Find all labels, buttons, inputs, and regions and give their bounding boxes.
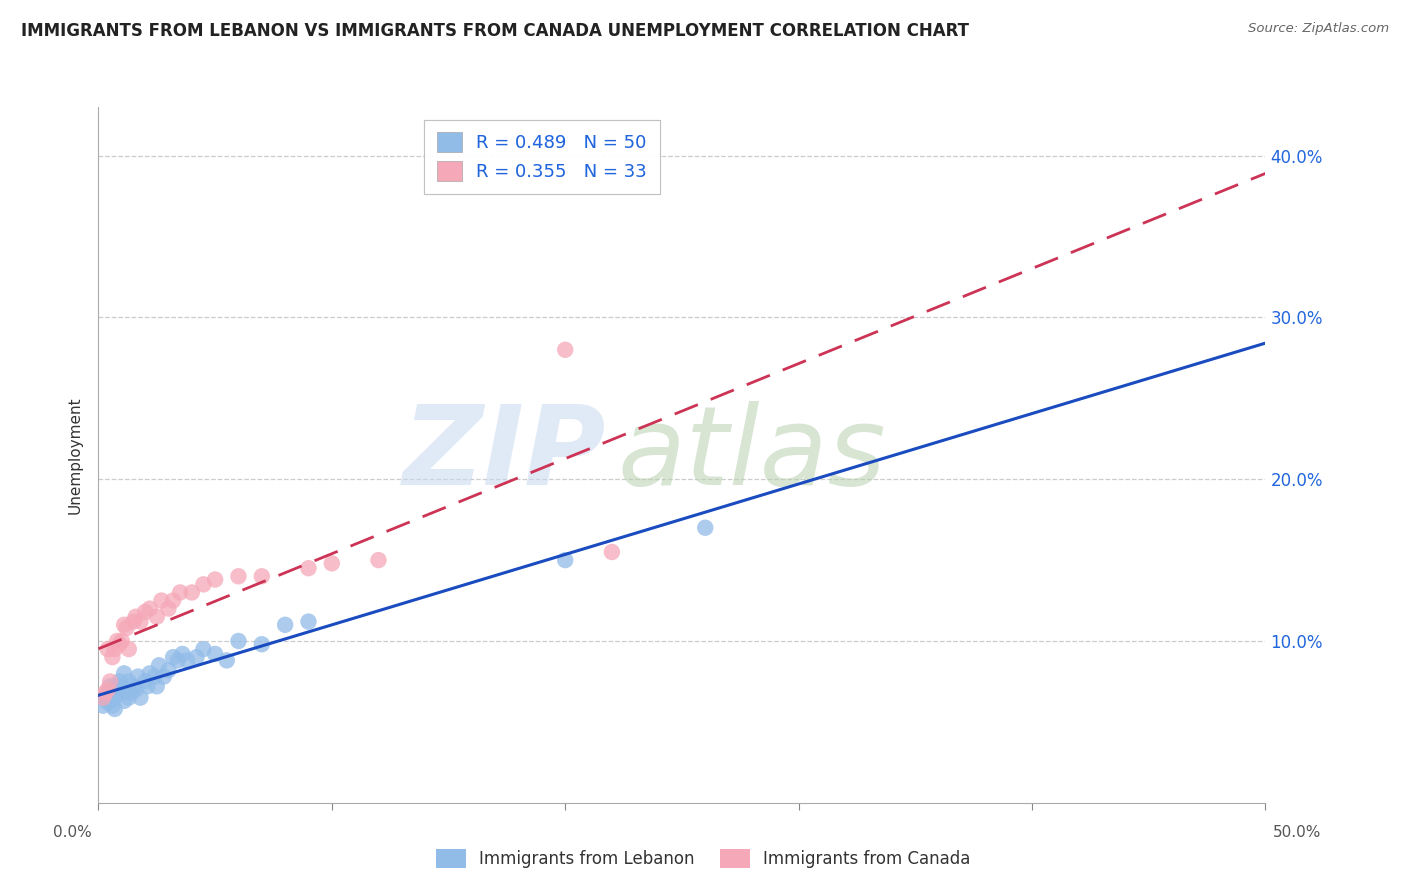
Point bbox=[111, 679, 134, 693]
Point bbox=[139, 601, 162, 615]
Point bbox=[367, 553, 389, 567]
Point bbox=[554, 553, 576, 567]
Point bbox=[108, 674, 131, 689]
Text: ZIP: ZIP bbox=[402, 401, 606, 508]
Point bbox=[695, 521, 717, 535]
Point bbox=[186, 650, 208, 665]
Point bbox=[108, 637, 131, 651]
Point bbox=[98, 686, 121, 700]
Text: Source: ZipAtlas.com: Source: ZipAtlas.com bbox=[1249, 22, 1389, 36]
Point bbox=[104, 702, 127, 716]
Point bbox=[148, 658, 170, 673]
Point bbox=[146, 679, 169, 693]
Point bbox=[162, 650, 184, 665]
Text: 0.0%: 0.0% bbox=[52, 825, 91, 840]
Point bbox=[215, 653, 238, 667]
Point bbox=[101, 690, 124, 705]
Point bbox=[104, 642, 127, 657]
Point bbox=[111, 686, 134, 700]
Point bbox=[112, 694, 135, 708]
Point bbox=[193, 577, 215, 591]
Point bbox=[125, 682, 148, 697]
Point bbox=[297, 615, 319, 629]
Point bbox=[176, 653, 198, 667]
Point bbox=[600, 545, 623, 559]
Point bbox=[250, 569, 273, 583]
Point bbox=[297, 561, 319, 575]
Point bbox=[250, 637, 273, 651]
Point bbox=[274, 617, 297, 632]
Point bbox=[146, 609, 169, 624]
Point bbox=[157, 601, 180, 615]
Point bbox=[115, 682, 138, 697]
Point bbox=[118, 642, 141, 657]
Point bbox=[204, 647, 226, 661]
Point bbox=[118, 690, 141, 705]
Point bbox=[98, 679, 121, 693]
Point bbox=[112, 617, 135, 632]
Text: 50.0%: 50.0% bbox=[1272, 825, 1320, 840]
Point bbox=[134, 674, 156, 689]
Point bbox=[180, 585, 202, 599]
Point bbox=[105, 682, 128, 697]
Point bbox=[150, 593, 173, 607]
Point bbox=[127, 670, 149, 684]
Point bbox=[97, 686, 120, 700]
Point bbox=[94, 690, 117, 705]
Legend: R = 0.489   N = 50, R = 0.355   N = 33: R = 0.489 N = 50, R = 0.355 N = 33 bbox=[425, 120, 659, 194]
Point bbox=[94, 686, 117, 700]
Point bbox=[101, 698, 124, 713]
Point bbox=[172, 647, 194, 661]
Point bbox=[143, 670, 166, 684]
Point bbox=[139, 666, 162, 681]
Point bbox=[91, 690, 114, 705]
Point bbox=[321, 557, 343, 571]
Point bbox=[157, 663, 180, 677]
Point bbox=[97, 642, 120, 657]
Point bbox=[129, 690, 152, 705]
Point bbox=[554, 343, 576, 357]
Point bbox=[129, 615, 152, 629]
Point bbox=[97, 682, 120, 697]
Y-axis label: Unemployment: Unemployment bbox=[67, 396, 83, 514]
Point bbox=[105, 634, 128, 648]
Point bbox=[136, 679, 159, 693]
Point bbox=[120, 686, 142, 700]
Point bbox=[204, 573, 226, 587]
Text: atlas: atlas bbox=[617, 401, 886, 508]
Point bbox=[162, 593, 184, 607]
Point bbox=[166, 653, 188, 667]
Point bbox=[105, 679, 128, 693]
Point bbox=[98, 674, 121, 689]
Point bbox=[228, 569, 250, 583]
Point bbox=[104, 690, 127, 705]
Point bbox=[111, 634, 134, 648]
Point bbox=[228, 634, 250, 648]
Point bbox=[169, 585, 191, 599]
Point bbox=[134, 605, 156, 619]
Point bbox=[152, 670, 174, 684]
Point bbox=[122, 615, 145, 629]
Point bbox=[98, 682, 121, 697]
Legend: Immigrants from Lebanon, Immigrants from Canada: Immigrants from Lebanon, Immigrants from… bbox=[429, 843, 977, 875]
Point bbox=[98, 694, 121, 708]
Point bbox=[193, 642, 215, 657]
Point bbox=[97, 696, 120, 710]
Point bbox=[125, 609, 148, 624]
Point bbox=[112, 666, 135, 681]
Point bbox=[118, 674, 141, 689]
Point bbox=[101, 650, 124, 665]
Point bbox=[91, 698, 114, 713]
Point bbox=[104, 686, 127, 700]
Point bbox=[122, 679, 145, 693]
Text: IMMIGRANTS FROM LEBANON VS IMMIGRANTS FROM CANADA UNEMPLOYMENT CORRELATION CHART: IMMIGRANTS FROM LEBANON VS IMMIGRANTS FR… bbox=[21, 22, 969, 40]
Point bbox=[115, 621, 138, 635]
